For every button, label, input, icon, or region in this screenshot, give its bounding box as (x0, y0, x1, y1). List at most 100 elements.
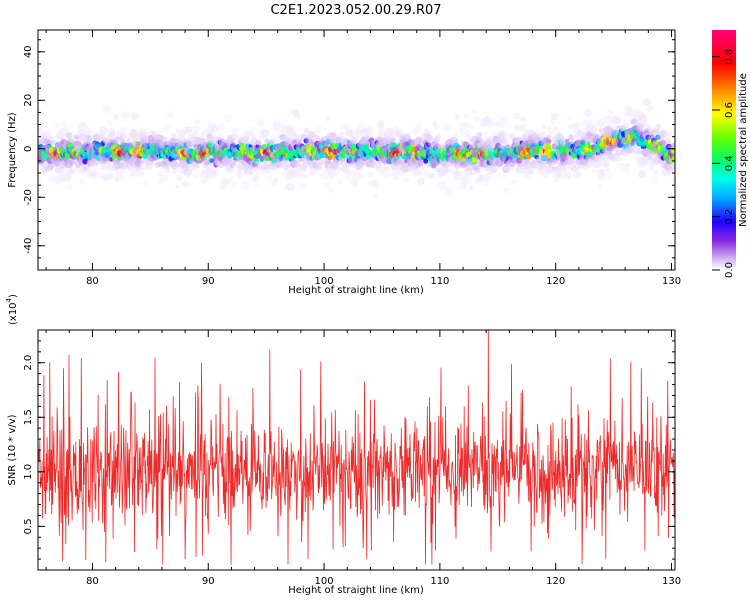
heatmap-cell (580, 140, 585, 145)
heatmap-cell (239, 171, 245, 177)
heatmap-cell (67, 131, 73, 137)
heatmap-cell (314, 163, 322, 171)
heatmap-cell (377, 128, 383, 133)
heatmap-cell (567, 175, 572, 181)
heatmap-cell (591, 129, 596, 134)
heatmap-cell (632, 121, 638, 126)
heatmap-cell (545, 142, 551, 149)
heatmap-cell (270, 179, 279, 188)
heatmap-cell (251, 168, 261, 178)
heatmap-cell (443, 123, 452, 131)
y-tick-label: 0.5 (23, 518, 34, 534)
heatmap-cell (347, 169, 353, 176)
heatmap-cell (405, 131, 412, 138)
heatmap-cell (325, 138, 332, 145)
heatmap-cell (83, 127, 92, 135)
heatmap-cell (463, 175, 468, 181)
heatmap-cell (586, 151, 594, 158)
heatmap-cell (265, 138, 270, 143)
heatmap-cell (176, 175, 183, 182)
heatmap-cell (568, 115, 573, 121)
heatmap-cell (605, 167, 610, 173)
heatmap-cell (502, 165, 510, 173)
heatmap-cell (228, 177, 235, 184)
heatmap-cell (288, 167, 298, 177)
heatmap-cell (289, 169, 298, 178)
heatmap-cell (667, 132, 672, 138)
heatmap-cell (118, 136, 123, 141)
heatmap-cell (303, 138, 309, 144)
heatmap-cell (253, 161, 260, 168)
heatmap-cell (631, 118, 639, 125)
heatmap-cell (560, 165, 567, 172)
heatmap-cell (232, 181, 238, 187)
heatmap-cell (498, 131, 507, 140)
heatmap-cell (407, 138, 414, 145)
spectrogram-panel: 80 90 100 110 120 130 40 20 0 -20 -40 Height of s… (7, 29, 681, 296)
snr-multiplier-base: (x10 (8, 302, 19, 325)
heatmap-cell (652, 128, 660, 136)
heatmap-cell (109, 131, 116, 138)
heatmap-cell (666, 166, 674, 174)
heatmap-cell (498, 144, 503, 149)
heatmap-cell (250, 133, 257, 140)
heatmap-cell (471, 109, 477, 115)
heatmap-cell (389, 168, 398, 176)
heatmap-cell (541, 124, 546, 129)
heatmap-cell (121, 131, 126, 136)
heatmap-cell (324, 135, 330, 140)
heatmap-cell (435, 133, 442, 141)
heatmap-cell (660, 139, 667, 145)
heatmap-cell (662, 146, 667, 151)
heatmap-cell (229, 167, 234, 173)
heatmap-cell (463, 112, 469, 118)
heatmap-cell (403, 165, 408, 170)
heatmap-cell (650, 176, 659, 185)
heatmap-cell (344, 173, 350, 179)
heatmap-cell (568, 123, 575, 130)
heatmap-cell (281, 137, 286, 142)
spectrogram-frame (37, 29, 676, 271)
heatmap-cell (522, 137, 527, 142)
heatmap-cell (477, 176, 484, 183)
heatmap-cell (513, 112, 521, 120)
heatmap-cell (268, 139, 275, 146)
heatmap-cell (295, 113, 302, 120)
heatmap-cell (252, 176, 259, 183)
spectrogram-x-label: Height of straight line (km) (288, 285, 424, 296)
heatmap-cell (633, 147, 642, 156)
heatmap-cell (651, 163, 657, 168)
heatmap-cell (604, 171, 613, 180)
heatmap-cell (188, 157, 194, 162)
heatmap-cell (524, 129, 531, 136)
heatmap-cell (418, 161, 424, 167)
heatmap-cell (309, 167, 317, 175)
heatmap-cell (166, 111, 174, 118)
heatmap-cell (105, 119, 113, 127)
heatmap-cell (603, 162, 609, 168)
heatmap-cell (363, 127, 369, 133)
heatmap-cell (462, 141, 469, 148)
heatmap-cell (325, 115, 331, 122)
heatmap-cell (252, 175, 259, 182)
heatmap-cell (576, 171, 582, 177)
heatmap-cell (164, 161, 172, 169)
heatmap-cell (164, 125, 172, 133)
heatmap-cell (380, 124, 385, 129)
heatmap-cell (637, 121, 645, 130)
heatmap-cell (616, 125, 621, 130)
heatmap-cell (326, 167, 334, 175)
heatmap-cell (107, 173, 114, 180)
heatmap-cell (187, 182, 192, 187)
heatmap-cell (510, 161, 516, 167)
heatmap-cell (426, 134, 434, 141)
heatmap-cell (145, 161, 154, 170)
heatmap-cell (115, 129, 124, 138)
heatmap-cell (255, 182, 260, 187)
snr-x-label: Height of straight line (km) (288, 585, 424, 596)
heatmap-cell (200, 130, 208, 137)
colorbar-tick-label: 0.4 (724, 155, 735, 171)
heatmap-cell (626, 146, 633, 153)
heatmap-cell (338, 132, 345, 138)
